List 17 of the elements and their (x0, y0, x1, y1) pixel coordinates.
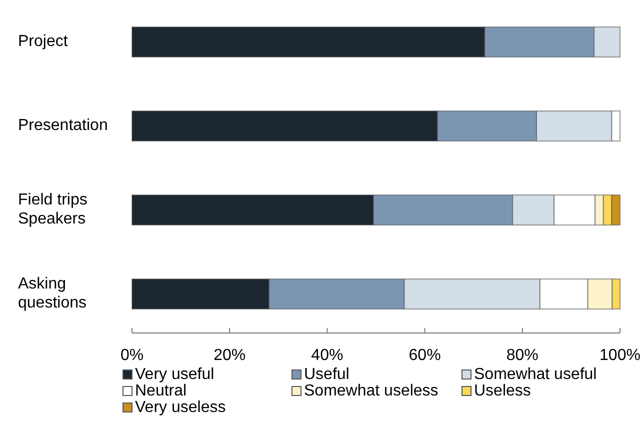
legend-label: Very useless (135, 399, 226, 416)
legend-label: Neutral (135, 382, 187, 400)
legend-label: Somewhat useless (304, 382, 438, 400)
y-tick-label: Asking questions (18, 276, 86, 312)
x-tick-label: 40% (311, 347, 344, 364)
x-tick-label: 20% (214, 347, 246, 364)
x-tick-label: 100% (600, 347, 640, 364)
legend-label: Very useful (135, 366, 214, 384)
legend-label: Somewhat useful (474, 366, 597, 384)
legend-label: Useful (304, 366, 350, 384)
legend-label: Useless (474, 382, 531, 400)
x-tick-label: 0% (120, 347, 144, 364)
x-tick-label: 60% (408, 347, 441, 364)
y-tick-label: Field trips Speakers (18, 192, 88, 228)
y-tick-label: Project (18, 33, 68, 50)
y-tick-label: Presentation (18, 117, 108, 134)
x-tick-label: 80% (506, 347, 538, 364)
